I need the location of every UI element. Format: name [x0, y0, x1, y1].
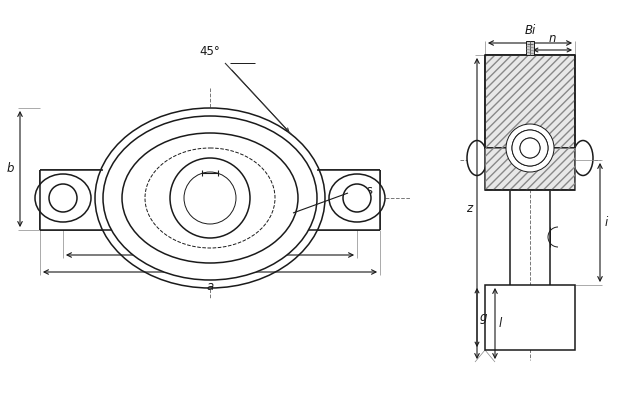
Text: g: g: [480, 311, 487, 324]
Text: a: a: [206, 280, 214, 293]
Bar: [526, 41, 534, 55]
Bar: [485, 148, 575, 190]
Circle shape: [184, 172, 236, 224]
Text: 45°: 45°: [200, 45, 220, 58]
Text: Bi: Bi: [525, 24, 535, 37]
Ellipse shape: [95, 108, 325, 288]
Bar: [485, 55, 575, 148]
Bar: [485, 55, 575, 148]
Bar: [40, 170, 380, 230]
Circle shape: [520, 138, 540, 158]
Text: b: b: [6, 162, 14, 175]
Text: 2-s: 2-s: [355, 185, 373, 198]
Ellipse shape: [467, 141, 487, 175]
Bar: [485, 148, 575, 190]
Ellipse shape: [103, 116, 317, 280]
Text: n: n: [549, 32, 556, 45]
Ellipse shape: [329, 174, 385, 222]
Circle shape: [506, 124, 554, 172]
Ellipse shape: [145, 148, 275, 248]
Ellipse shape: [573, 141, 593, 175]
Circle shape: [343, 184, 371, 212]
Bar: [485, 285, 575, 350]
Circle shape: [512, 130, 548, 166]
Circle shape: [49, 184, 77, 212]
Ellipse shape: [122, 133, 298, 263]
Text: e: e: [206, 263, 214, 276]
Ellipse shape: [35, 174, 91, 222]
Circle shape: [170, 158, 250, 238]
Text: z: z: [466, 202, 472, 215]
Text: l: l: [499, 317, 502, 330]
Text: i: i: [605, 216, 608, 229]
Circle shape: [512, 130, 548, 166]
Circle shape: [520, 138, 540, 158]
